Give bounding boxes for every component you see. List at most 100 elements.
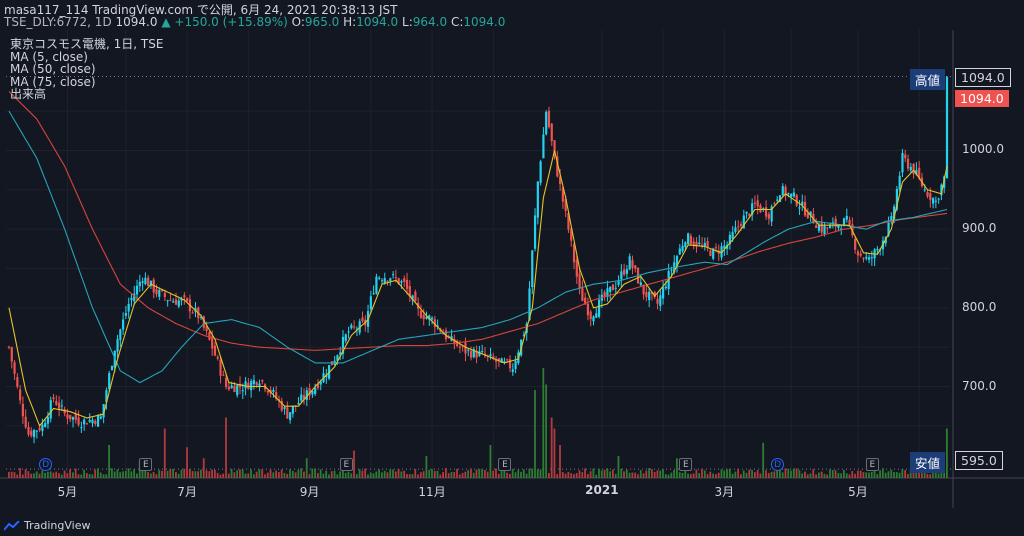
legend-ma5[interactable]: MA (5, close) — [10, 49, 88, 64]
candle-body — [35, 430, 38, 432]
volume-bar — [670, 472, 673, 478]
candle-body — [809, 211, 812, 216]
volume-bar — [773, 471, 776, 478]
candle-body — [336, 355, 339, 361]
ohlc-line: TSE_DLY:6772, 1D 1094.0 ▲ +150.0 (+15.89… — [4, 15, 505, 29]
candle-body — [147, 277, 150, 286]
volume-bar — [550, 417, 553, 478]
volume-bar — [575, 473, 578, 478]
close-label: C: — [450, 15, 464, 29]
price-chart[interactable] — [0, 30, 1024, 508]
candle-body — [41, 424, 44, 432]
volume-bar — [795, 468, 798, 478]
high-value: 1094.0 — [356, 15, 399, 29]
candle-body — [687, 233, 690, 245]
legend-ma50[interactable]: MA (50, close) — [10, 62, 96, 76]
legend-volume[interactable]: 出来高 — [10, 87, 47, 101]
volume-bar — [378, 469, 380, 478]
candle-body — [681, 245, 684, 252]
volume-bar — [664, 474, 667, 478]
volume-bar — [308, 474, 311, 478]
candle-body — [174, 299, 178, 305]
volume-bar — [907, 474, 909, 478]
candle-body — [464, 342, 467, 354]
volume-bar — [355, 474, 358, 478]
candle-body — [369, 296, 372, 310]
candle-body — [108, 373, 111, 390]
candle-body — [723, 245, 726, 249]
volume-bar — [714, 474, 717, 478]
candle-body — [653, 291, 656, 298]
volume-bar — [706, 474, 709, 478]
candle-body — [32, 430, 36, 438]
volume-bar — [823, 473, 826, 478]
candle-body — [55, 401, 58, 405]
candle-body — [542, 134, 545, 159]
tradingview-footer[interactable]: TradingView — [4, 519, 90, 532]
candle-body — [929, 193, 932, 200]
chart-area[interactable] — [0, 30, 1024, 508]
volume-bar — [102, 474, 105, 478]
y-tick-label: 800.0 — [962, 299, 997, 314]
volume-bar — [428, 469, 431, 478]
volume-bar — [291, 471, 294, 478]
candle-body — [85, 423, 89, 425]
candle-body — [52, 397, 55, 399]
earnings-marker[interactable]: E — [139, 458, 153, 471]
volume-bar — [625, 469, 628, 478]
volume-bar — [873, 470, 876, 478]
volume-bar — [389, 469, 392, 478]
candle-body — [297, 403, 300, 405]
volume-bar — [175, 471, 177, 478]
candle-body — [244, 381, 247, 389]
volume-bar — [673, 470, 676, 478]
candle-body — [219, 359, 222, 376]
last-price: 1094.0 — [115, 15, 158, 29]
earnings-marker[interactable]: E — [339, 458, 353, 471]
high-tag-value: 1094.0 — [955, 68, 1011, 87]
candle-body — [44, 422, 47, 427]
dividend-marker[interactable]: D — [771, 458, 785, 471]
volume-bar — [631, 472, 634, 478]
earnings-marker[interactable]: E — [498, 458, 512, 471]
dividend-marker[interactable]: D — [39, 458, 53, 471]
legend-ma75[interactable]: MA (75, close) — [10, 74, 96, 89]
candle-body — [467, 349, 470, 351]
ma50-line — [8, 110, 948, 384]
close-value: 1094.0 — [463, 15, 506, 29]
candle-body — [96, 415, 100, 427]
volume-bar — [798, 470, 801, 478]
volume-bar — [497, 473, 500, 478]
volume-bar — [149, 473, 152, 478]
candle-body — [503, 361, 506, 363]
candle-body — [46, 417, 50, 424]
volume-bar — [439, 474, 442, 478]
candle-body — [634, 265, 637, 269]
volume-bar — [759, 473, 762, 478]
candle-body — [831, 222, 834, 224]
volume-bar — [712, 473, 714, 478]
candle-body — [163, 292, 166, 297]
earnings-marker[interactable]: E — [865, 458, 879, 471]
candle-body — [314, 387, 317, 395]
candle-body — [94, 420, 97, 424]
volume-bar — [392, 469, 394, 478]
candle-body — [383, 278, 386, 284]
earnings-marker[interactable]: E — [679, 458, 693, 471]
candle-body — [261, 380, 264, 382]
candle-body — [236, 385, 239, 396]
volume-bar — [108, 445, 111, 478]
candle-body — [233, 385, 236, 393]
volume-bar — [453, 471, 456, 478]
candle-body — [778, 195, 782, 202]
candle-body — [784, 186, 787, 196]
candle-body — [425, 316, 428, 319]
candle-body — [160, 289, 164, 291]
volume-bar — [406, 474, 408, 478]
volume-bar — [695, 469, 698, 478]
candle-body — [762, 208, 765, 210]
legend-title[interactable]: 東京コスモス電機, 1日, TSE — [10, 37, 164, 51]
volume-bar — [539, 469, 542, 478]
volume-bar — [155, 474, 158, 478]
volume-bar — [88, 474, 91, 478]
